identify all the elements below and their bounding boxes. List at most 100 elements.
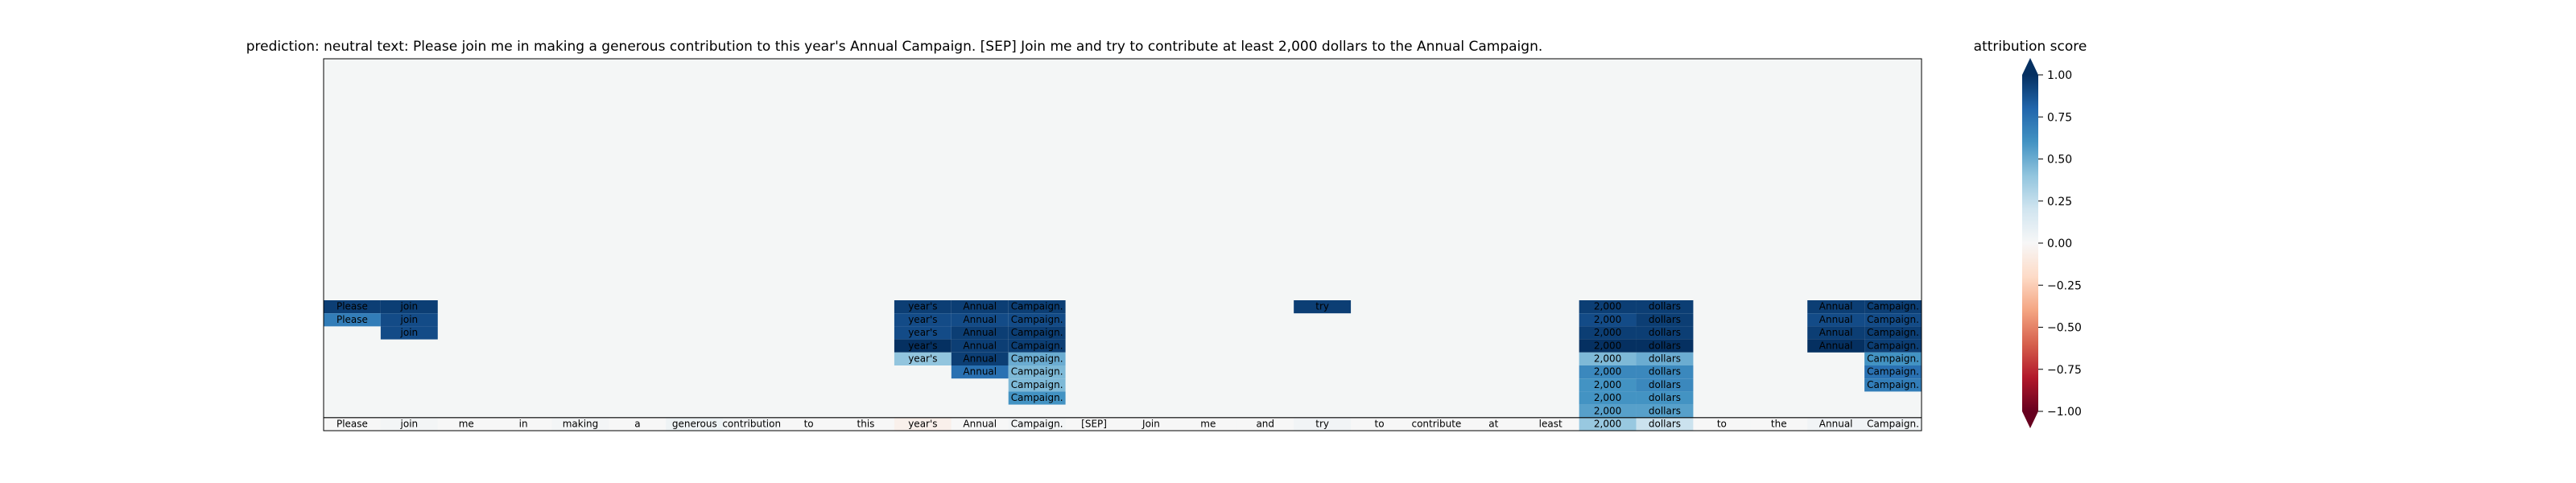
attribution-cell — [894, 300, 952, 314]
attribution-cell — [1636, 365, 1694, 379]
token-label: a — [634, 418, 640, 429]
colorbar-tick-label: 0.75 — [2047, 111, 2072, 124]
colorbar-tick-label: −0.75 — [2047, 364, 2082, 377]
colorbar-title: attribution score — [1974, 39, 2087, 55]
attribution-cell — [1636, 352, 1694, 365]
attribution-cell — [1579, 326, 1637, 340]
attribution-cell — [1008, 352, 1066, 365]
attribution-cell — [1807, 313, 1865, 327]
token-cell — [666, 417, 724, 431]
token-cell — [1294, 417, 1352, 431]
attribution-cell — [324, 313, 381, 327]
attribution-cell — [1008, 300, 1066, 314]
attribution-cell-label: Annual — [1819, 301, 1853, 312]
token-cell — [1521, 417, 1579, 431]
token-label: dollars — [1649, 418, 1681, 429]
colorbar: attribution score 1.00 0.75 0.50 0.25 0.00 −0… — [1974, 39, 2087, 428]
attribution-cell-label: 2,000 — [1594, 392, 1621, 403]
token-label: 2,000 — [1594, 418, 1621, 429]
token-cell — [380, 417, 438, 431]
attribution-cell-label: Campaign. — [1867, 353, 1919, 364]
attribution-cell-label: dollars — [1649, 392, 1681, 403]
token-label: [SEP] — [1081, 418, 1107, 429]
token-label: contribute — [1411, 418, 1461, 429]
token-label: try — [1315, 418, 1329, 429]
token-cell — [951, 417, 1009, 431]
token-label: contribution — [722, 418, 781, 429]
attribution-cell-label: year's — [908, 301, 937, 312]
attribution-cell — [894, 339, 952, 353]
attribution-cell — [1864, 352, 1922, 365]
attribution-cell — [1579, 365, 1637, 379]
chart-title: prediction: neutral text: Please join me… — [246, 39, 1543, 55]
heatmap-plot: Please join me in making a generous contributio… — [323, 58, 1922, 431]
token-cell — [780, 417, 838, 431]
attribution-cell-label: Campaign. — [1867, 340, 1919, 351]
attribution-cell-label: Please — [336, 314, 368, 325]
token-cell — [551, 417, 609, 431]
attribution-cell — [1636, 391, 1694, 405]
colorbar-gradient — [2022, 75, 2038, 411]
attribution-cell-label: join — [400, 327, 419, 338]
attribution-cell — [380, 326, 438, 340]
attribution-cell — [1008, 313, 1066, 327]
attribution-cell — [1636, 404, 1694, 418]
attribution-cell-label: 2,000 — [1594, 405, 1621, 416]
attribution-cell-label: Campaign. — [1867, 366, 1919, 378]
token-cell — [1179, 417, 1237, 431]
token-label: least — [1539, 418, 1563, 429]
colorbar-tick-label: −1.00 — [2047, 406, 2082, 419]
attribution-cell — [1008, 339, 1066, 353]
attribution-cell-label: 2,000 — [1594, 379, 1621, 390]
attribution-cell-label: Annual — [1819, 314, 1853, 325]
token-cell — [1122, 417, 1180, 431]
token-cell — [1579, 417, 1637, 431]
token-cell — [723, 417, 781, 431]
attribution-cell — [1636, 300, 1694, 314]
attribution-cell-label: Annual — [963, 327, 997, 338]
attribution-cell-label: Annual — [963, 301, 997, 312]
colorbar-tick-label: −0.50 — [2047, 322, 2082, 335]
attribution-cell-label: Campaign. — [1011, 314, 1063, 325]
colorbar-ticks: 1.00 0.75 0.50 0.25 0.00 −0.25 −0.50 −0.75 −1.00 — [2038, 69, 2082, 419]
token-label: Annual — [1819, 418, 1853, 429]
attribution-cell — [1864, 326, 1922, 340]
attribution-cell-label: dollars — [1649, 353, 1681, 364]
attribution-cell-label: year's — [908, 353, 937, 364]
attribution-cell — [894, 313, 952, 327]
attribution-cell-label: join — [400, 314, 419, 325]
attribution-cell-label: 2,000 — [1594, 301, 1621, 312]
token-label: in — [519, 418, 528, 429]
attribution-cell-label: Annual — [963, 340, 997, 351]
token-label: Join — [1141, 418, 1160, 429]
attribution-cell — [1008, 391, 1066, 405]
token-cell — [1065, 417, 1123, 431]
attribution-cell — [1636, 378, 1694, 392]
attribution-cell-label: join — [400, 301, 419, 312]
token-label: Campaign. — [1011, 418, 1063, 429]
token-label: to — [804, 418, 814, 429]
token-cell — [1864, 417, 1922, 431]
attribution-cell — [894, 326, 952, 340]
attribution-cell-label: Annual — [963, 314, 997, 325]
attribution-cell — [951, 352, 1009, 365]
token-label: to — [1717, 418, 1727, 429]
attribution-cell — [1008, 326, 1066, 340]
token-label: Annual — [963, 418, 997, 429]
colorbar-tick-label: −0.25 — [2047, 279, 2082, 292]
attribution-cell-label: dollars — [1649, 327, 1681, 338]
token-cell — [609, 417, 667, 431]
token-cell — [1351, 417, 1408, 431]
attribution-cell — [380, 313, 438, 327]
token-cell — [324, 417, 381, 431]
attribution-cell-label: Campaign. — [1867, 301, 1919, 312]
token-label: and — [1256, 418, 1274, 429]
attribution-cell — [1864, 365, 1922, 379]
attribution-cell-label: dollars — [1649, 366, 1681, 378]
attribution-cell — [951, 365, 1009, 379]
attribution-cell-label: Campaign. — [1011, 353, 1063, 364]
token-label: to — [1374, 418, 1384, 429]
token-cell — [1693, 417, 1751, 431]
attribution-cell — [894, 352, 952, 365]
